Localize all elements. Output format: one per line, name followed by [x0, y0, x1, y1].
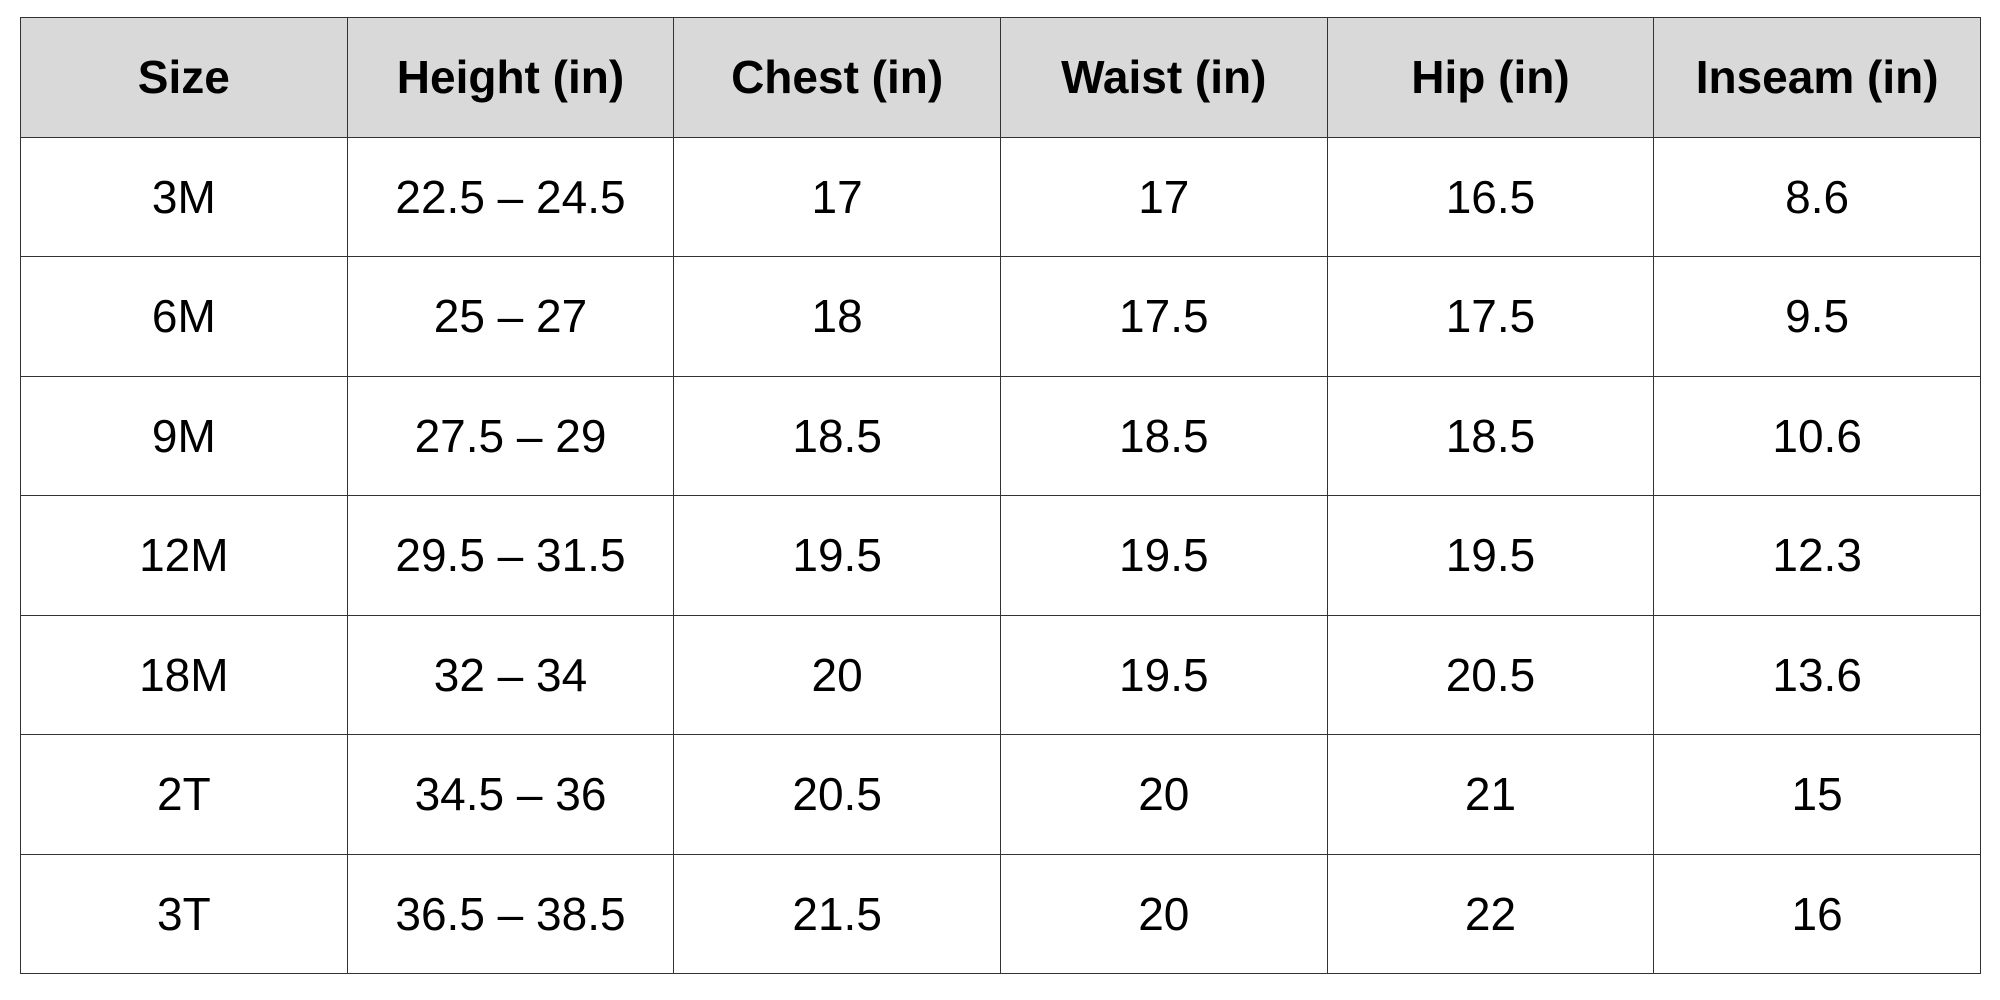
cell-height: 34.5 – 36 [346, 734, 675, 855]
table-body: 3M 22.5 – 24.5 17 17 16.5 8.6 6M 25 – 27… [20, 136, 1981, 974]
cell-inseam: 9.5 [1653, 256, 1981, 377]
header-cell-inseam: Inseam (in) [1653, 17, 1981, 138]
cell-inseam: 16 [1653, 853, 1981, 974]
cell-height: 36.5 – 38.5 [346, 853, 675, 974]
header-cell-waist: Waist (in) [999, 17, 1328, 138]
cell-height: 27.5 – 29 [346, 375, 675, 496]
cell-hip: 16.5 [1326, 136, 1655, 257]
cell-waist: 17 [999, 136, 1328, 257]
cell-hip: 20.5 [1326, 614, 1655, 735]
cell-waist: 19.5 [999, 495, 1328, 616]
table-row: 9M 27.5 – 29 18.5 18.5 18.5 10.6 [20, 375, 1981, 496]
header-cell-height: Height (in) [346, 17, 675, 138]
cell-chest: 19.5 [673, 495, 1001, 616]
cell-hip: 22 [1326, 853, 1655, 974]
cell-hip: 18.5 [1326, 375, 1655, 496]
cell-inseam: 13.6 [1653, 614, 1981, 735]
table-row: 12M 29.5 – 31.5 19.5 19.5 19.5 12.3 [20, 495, 1981, 616]
cell-size: 12M [20, 495, 348, 616]
cell-height: 32 – 34 [346, 614, 675, 735]
cell-inseam: 8.6 [1653, 136, 1981, 257]
cell-size: 3T [20, 853, 348, 974]
cell-waist: 19.5 [999, 614, 1328, 735]
cell-waist: 17.5 [999, 256, 1328, 377]
cell-chest: 17 [673, 136, 1001, 257]
header-cell-hip: Hip (in) [1326, 17, 1655, 138]
cell-hip: 17.5 [1326, 256, 1655, 377]
cell-size: 3M [20, 136, 348, 257]
cell-waist: 20 [999, 853, 1328, 974]
cell-height: 29.5 – 31.5 [346, 495, 675, 616]
header-row: Size Height (in) Chest (in) Waist (in) H… [20, 17, 1981, 138]
table-header: Size Height (in) Chest (in) Waist (in) H… [20, 17, 1981, 138]
table-row: 6M 25 – 27 18 17.5 17.5 9.5 [20, 256, 1981, 377]
header-cell-size: Size [20, 17, 348, 138]
table-row: 2T 34.5 – 36 20.5 20 21 15 [20, 734, 1981, 855]
cell-size: 2T [20, 734, 348, 855]
cell-inseam: 12.3 [1653, 495, 1981, 616]
table-row: 18M 32 – 34 20 19.5 20.5 13.6 [20, 614, 1981, 735]
cell-size: 9M [20, 375, 348, 496]
cell-size: 18M [20, 614, 348, 735]
cell-height: 22.5 – 24.5 [346, 136, 675, 257]
cell-waist: 18.5 [999, 375, 1328, 496]
cell-waist: 20 [999, 734, 1328, 855]
cell-chest: 18.5 [673, 375, 1001, 496]
cell-chest: 18 [673, 256, 1001, 377]
table-row: 3M 22.5 – 24.5 17 17 16.5 8.6 [20, 136, 1981, 257]
cell-inseam: 15 [1653, 734, 1981, 855]
cell-inseam: 10.6 [1653, 375, 1981, 496]
cell-size: 6M [20, 256, 348, 377]
cell-chest: 20.5 [673, 734, 1001, 855]
size-chart-table: Size Height (in) Chest (in) Waist (in) H… [20, 17, 1981, 974]
cell-hip: 21 [1326, 734, 1655, 855]
cell-hip: 19.5 [1326, 495, 1655, 616]
header-cell-chest: Chest (in) [673, 17, 1001, 138]
cell-chest: 20 [673, 614, 1001, 735]
cell-height: 25 – 27 [346, 256, 675, 377]
table-row: 3T 36.5 – 38.5 21.5 20 22 16 [20, 853, 1981, 974]
cell-chest: 21.5 [673, 853, 1001, 974]
